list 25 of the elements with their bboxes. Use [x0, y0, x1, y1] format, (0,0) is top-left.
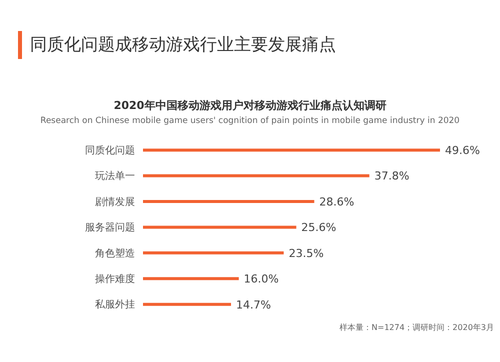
data-label: 14.7% — [236, 298, 271, 312]
chart-subtitle: 2020年中国移动游戏用户对移动游戏行业痛点认知调研 — [112, 98, 388, 113]
y-tick-label: 服务器问题 — [85, 222, 135, 234]
text: Research on Chinese mobile game users' cognition of pain points in mobile game industry in 2020 — [39, 116, 461, 126]
bar — [143, 148, 440, 152]
data-label: 37.8% — [374, 170, 410, 183]
data-label: 23.5% — [288, 246, 324, 260]
bar — [143, 302, 232, 306]
bar — [143, 251, 284, 254]
bar — [143, 277, 239, 280]
data-label: 16.0% — [244, 272, 279, 286]
bar — [143, 226, 296, 229]
y-tick-label: 私服外挂 — [95, 298, 135, 311]
y-tick-label: 角色塑造 — [95, 247, 135, 260]
data-label: 25.6% — [301, 221, 336, 234]
data-label: 28.6% — [319, 195, 354, 208]
y-tick-label: 玩法单一 — [95, 170, 135, 182]
bar — [143, 174, 370, 178]
chart-title: 同质化问题成移动游戏行业主要发展痛点 — [30, 34, 336, 56]
y-tick-label: 剧情发展 — [95, 196, 135, 208]
y-tick-label: 操作难度 — [95, 272, 135, 285]
data-label: 49.6% — [445, 144, 480, 157]
bar — [143, 200, 314, 203]
text: 样本量：N=1274；调研时间：2020年3月 — [340, 322, 494, 333]
y-tick-label: 同质化问题 — [85, 144, 135, 156]
